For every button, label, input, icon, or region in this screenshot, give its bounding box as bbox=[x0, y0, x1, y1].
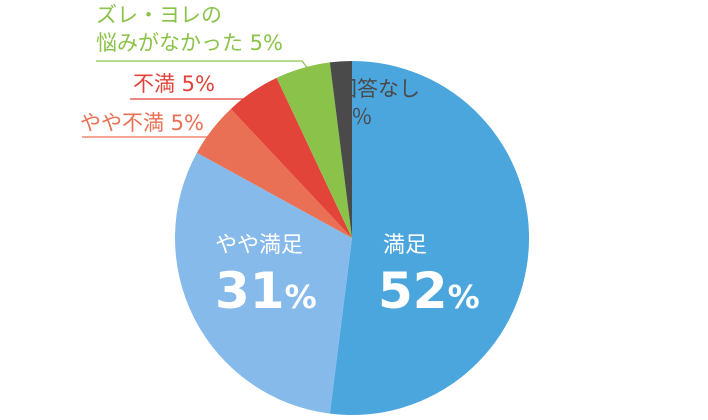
value-satisfied-number: 52 bbox=[378, 262, 448, 320]
pie-slice-somewhat-satisfied bbox=[174, 152, 352, 414]
label-no-shift-worries-line2: 悩みがなかった 5% bbox=[96, 31, 283, 55]
label-no-shift-worries-line1: ズレ・ヨレの bbox=[96, 3, 222, 27]
pie-slice-satisfied bbox=[329, 60, 530, 415]
value-somewhat-satisfied-sign: % bbox=[285, 278, 317, 316]
value-somewhat-satisfied-number: 31 bbox=[215, 262, 285, 320]
value-satisfied: 52% bbox=[378, 262, 480, 320]
pie-slice-dissatisfied bbox=[230, 77, 352, 238]
label-no-answer-line1: 回答なし bbox=[336, 77, 420, 101]
pie-slice-slightly-dissatisfied bbox=[196, 108, 352, 238]
label-satisfied: 満足 bbox=[383, 233, 427, 258]
label-dissatisfied: 不満 5% bbox=[133, 72, 215, 96]
value-somewhat-satisfied: 31% bbox=[215, 262, 317, 320]
value-satisfied-sign: % bbox=[448, 278, 480, 316]
leader-lines bbox=[82, 60, 313, 138]
pie-slice-no-shift-worries bbox=[276, 62, 352, 239]
label-no-answer-line2: 2％ bbox=[338, 105, 372, 129]
pie-slices bbox=[174, 60, 530, 415]
label-somewhat-satisfied: やや満足 bbox=[215, 233, 303, 258]
label-slightly-dissatisfied: やや不満 5% bbox=[80, 111, 204, 135]
pie-slice-no-answer bbox=[329, 61, 352, 238]
leader-line-no-shift-worries bbox=[96, 60, 313, 75]
